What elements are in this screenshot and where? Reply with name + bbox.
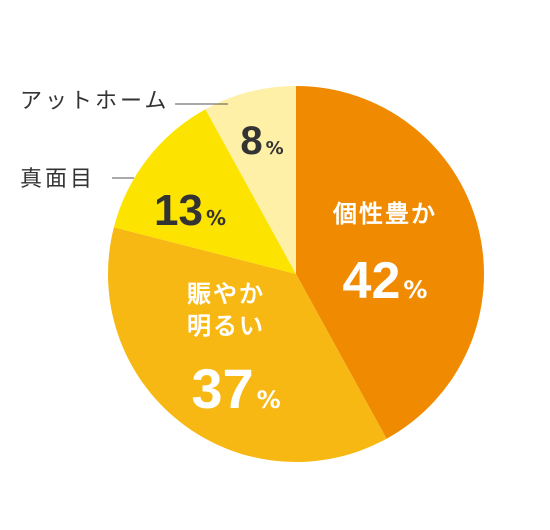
slice-value-2: 13% bbox=[154, 186, 226, 235]
pie-slice-3 bbox=[205, 86, 296, 274]
pie-slice-0 bbox=[296, 86, 485, 439]
slice-label-0-0: 個性豊か bbox=[332, 200, 437, 228]
pie-slice-1 bbox=[107, 227, 387, 462]
slice-value-3: 8% bbox=[240, 119, 283, 163]
slice-label-1-0: 賑やか bbox=[187, 280, 265, 308]
slice-label-3: アットホーム bbox=[20, 89, 169, 114]
slice-value-0: 42% bbox=[343, 252, 428, 310]
pie-slice-2 bbox=[113, 109, 296, 275]
slice-label-1-1: 明るい bbox=[187, 312, 265, 340]
slice-label-2: 真面目 bbox=[20, 167, 95, 192]
slice-value-1: 37% bbox=[191, 357, 280, 420]
